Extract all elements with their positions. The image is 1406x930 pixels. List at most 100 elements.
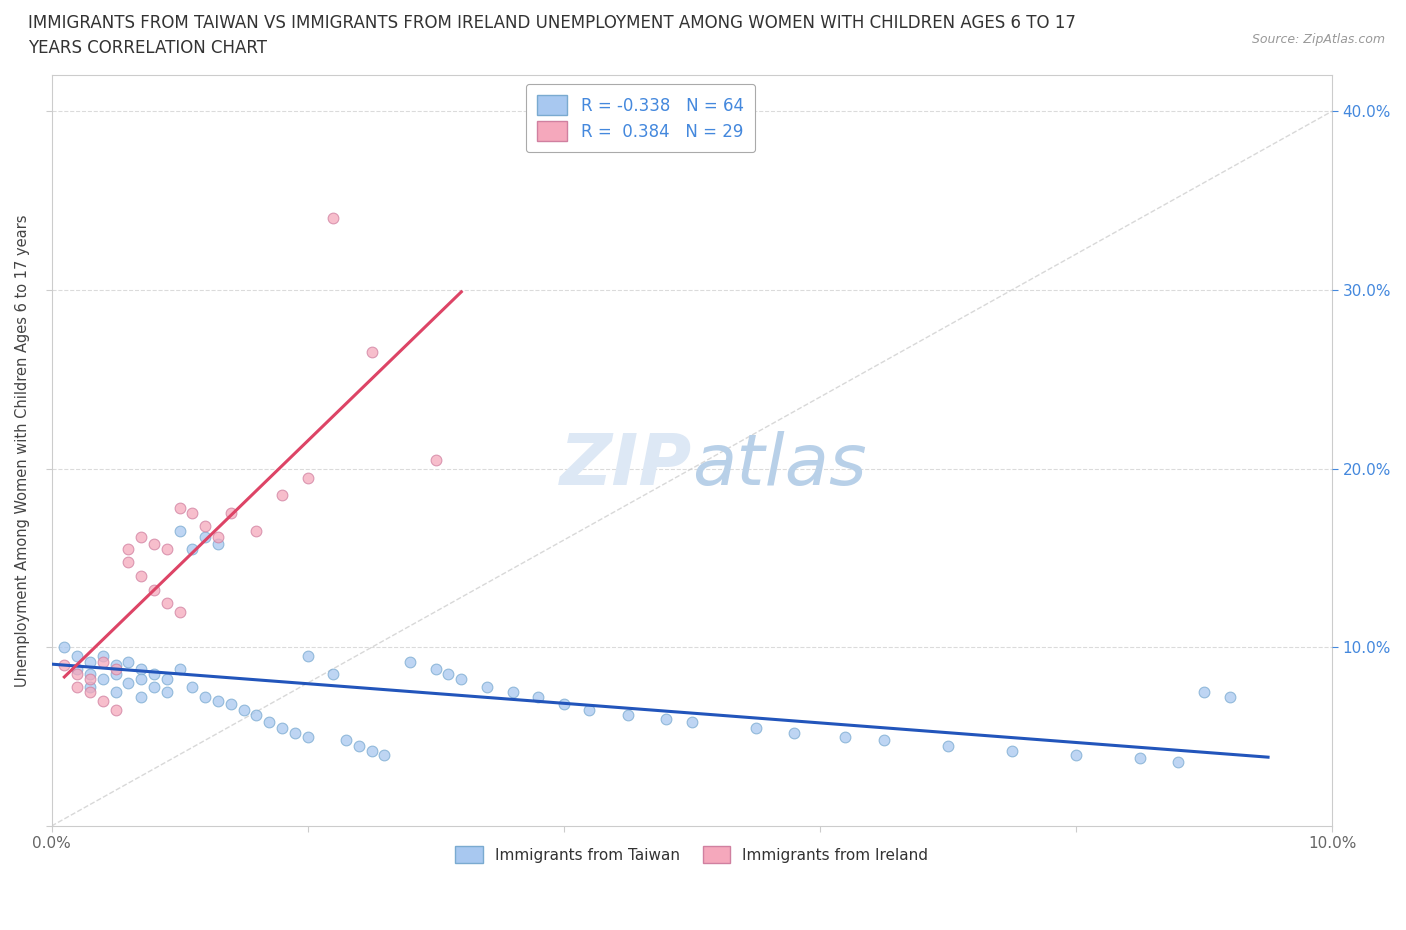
Point [527,690,550,705]
Point [425,661,447,676]
Point [117,654,139,669]
Point [745,720,768,735]
Point [143,537,166,551]
Point [783,725,806,740]
Point [1001,743,1024,758]
Point [194,529,217,544]
Point [79,672,101,687]
Point [553,698,575,712]
Point [143,583,166,598]
Point [257,715,280,730]
Point [169,500,191,515]
Point [360,345,382,360]
Point [578,702,600,717]
Y-axis label: Unemployment Among Women with Children Ages 6 to 17 years: Unemployment Among Women with Children A… [15,215,30,687]
Point [834,729,856,744]
Point [66,679,89,694]
Text: ZIP: ZIP [560,432,692,500]
Point [117,541,139,556]
Point [373,747,395,762]
Point [335,733,357,748]
Point [156,541,179,556]
Point [143,679,166,694]
Point [91,654,114,669]
Point [360,743,382,758]
Point [284,725,307,740]
Point [181,541,204,556]
Point [245,708,267,723]
Point [271,720,294,735]
Point [322,211,344,226]
Point [271,488,294,503]
Legend: Immigrants from Taiwan, Immigrants from Ireland: Immigrants from Taiwan, Immigrants from … [447,838,936,870]
Point [104,661,127,676]
Point [129,661,152,676]
Point [194,690,217,705]
Point [117,554,139,569]
Text: Source: ZipAtlas.com: Source: ZipAtlas.com [1251,33,1385,46]
Point [104,702,127,717]
Point [79,679,101,694]
Point [53,658,76,672]
Point [207,694,229,709]
Point [129,690,152,705]
Point [1167,754,1189,769]
Point [219,506,242,521]
Point [117,675,139,690]
Point [297,649,319,664]
Point [104,667,127,682]
Point [169,604,191,619]
Text: IMMIGRANTS FROM TAIWAN VS IMMIGRANTS FROM IRELAND UNEMPLOYMENT AMONG WOMEN WITH : IMMIGRANTS FROM TAIWAN VS IMMIGRANTS FRO… [28,14,1076,32]
Point [79,654,101,669]
Point [475,679,498,694]
Point [181,506,204,521]
Point [156,672,179,687]
Point [1192,684,1215,699]
Point [91,672,114,687]
Point [245,524,267,538]
Point [66,661,89,676]
Point [129,568,152,583]
Point [297,470,319,485]
Point [104,684,127,699]
Point [169,524,191,538]
Point [169,661,191,676]
Point [502,684,524,699]
Point [156,684,179,699]
Point [129,672,152,687]
Point [53,640,76,655]
Point [297,729,319,744]
Point [104,658,127,672]
Point [79,684,101,699]
Point [156,595,179,610]
Point [437,667,460,682]
Point [936,738,959,753]
Text: atlas: atlas [692,432,866,500]
Point [181,679,204,694]
Point [66,667,89,682]
Point [91,649,114,664]
Point [66,649,89,664]
Point [219,698,242,712]
Point [79,667,101,682]
Point [1219,690,1241,705]
Point [655,711,678,726]
Point [129,529,152,544]
Point [207,537,229,551]
Point [1129,751,1152,765]
Point [399,654,422,669]
Point [450,672,472,687]
Point [143,667,166,682]
Point [91,694,114,709]
Point [194,518,217,533]
Point [232,702,254,717]
Point [425,452,447,467]
Point [681,715,703,730]
Point [1064,747,1087,762]
Point [347,738,370,753]
Point [873,733,896,748]
Point [207,529,229,544]
Point [616,708,638,723]
Point [322,667,344,682]
Text: YEARS CORRELATION CHART: YEARS CORRELATION CHART [28,39,267,57]
